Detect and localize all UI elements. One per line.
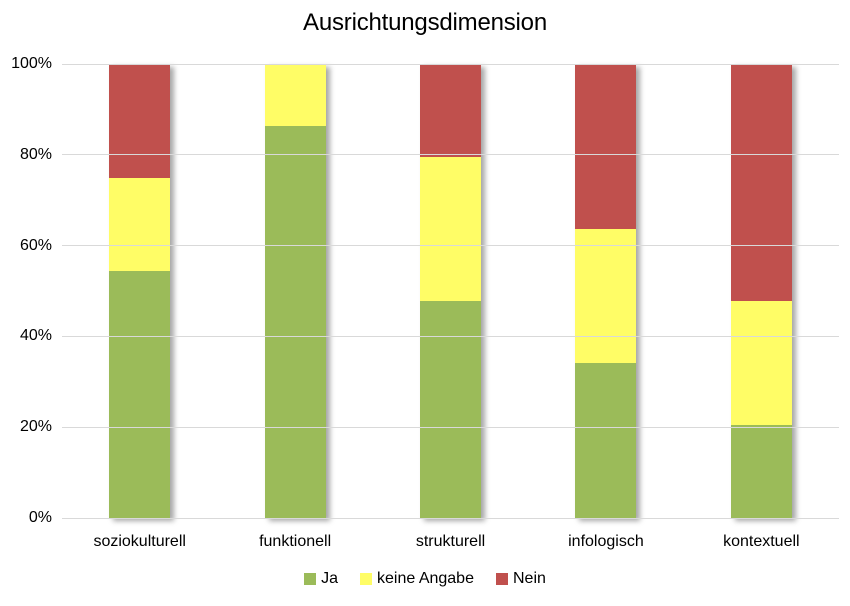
- legend-item-ja: Ja: [304, 570, 338, 588]
- bar-segment-strukturell-ja: [420, 301, 482, 518]
- grid-line-0: [62, 517, 839, 519]
- bar-segment-soziokulturell-keine-angabe: [109, 177, 171, 271]
- bar-column-infologisch: [528, 64, 683, 518]
- bar-segment-infologisch-keine-angabe: [575, 229, 637, 364]
- legend-label: Ja: [321, 570, 338, 587]
- chart-title: Ausrichtungsdimension: [303, 9, 547, 36]
- bar-segment-infologisch-nein: [575, 64, 637, 230]
- y-tick-label-20: 20%: [19, 418, 52, 436]
- bar-segment-funktionell-keine-angabe: [264, 64, 326, 126]
- bar-strukturell: [420, 64, 482, 518]
- legend-label: Nein: [512, 570, 546, 587]
- legend: Ja keine Angabe Nein: [0, 567, 850, 591]
- x-label-strukturell: strukturell: [415, 533, 486, 550]
- legend-swatch-keine-angabe: [360, 573, 372, 585]
- grid-line-40: [62, 335, 839, 337]
- bar-funktionell: [264, 64, 326, 518]
- plot-area: [62, 63, 839, 519]
- bar-column-kontextuell: [684, 64, 839, 518]
- grid-line-80: [62, 154, 839, 156]
- x-label-soziokulturell: soziokulturell: [93, 533, 186, 550]
- bar-column-strukturell: [373, 64, 528, 518]
- bar-segment-kontextuell-ja: [730, 424, 792, 518]
- bar-segment-infologisch-ja: [575, 363, 637, 518]
- bar-kontextuell: [730, 64, 792, 518]
- grid-line-100: [62, 63, 839, 65]
- legend-swatch-ja: [304, 573, 317, 585]
- y-tick-label-100: 100%: [11, 55, 52, 72]
- legend-item-keine-angabe: keine Angabe: [360, 570, 474, 588]
- bar-segment-strukturell-nein: [420, 64, 482, 158]
- legend-label: keine Angabe: [377, 570, 474, 587]
- bar-segment-soziokulturell-nein: [109, 64, 171, 178]
- grid-line-20: [62, 426, 839, 428]
- y-tick-label-0: 0%: [28, 509, 52, 526]
- legend-item-nein: Nein: [495, 570, 546, 588]
- y-tick-label-80: 80%: [19, 145, 52, 163]
- legend-swatch-nein: [495, 573, 508, 585]
- bar-column-soziokulturell: [62, 64, 217, 518]
- bar-segment-strukturell-keine-angabe: [420, 157, 482, 302]
- bar-segment-soziokulturell-ja: [109, 270, 171, 518]
- x-label-infologisch: infologisch: [568, 533, 644, 550]
- bar-infologisch: [575, 64, 637, 518]
- x-label-kontextuell: kontextuell: [723, 533, 800, 550]
- bar-segment-kontextuell-keine-angabe: [730, 301, 792, 425]
- bar-segment-kontextuell-nein: [730, 64, 792, 301]
- grid-line-60: [62, 245, 839, 247]
- y-tick-label-40: 40%: [19, 327, 52, 345]
- y-tick-label-60: 60%: [19, 236, 52, 254]
- x-label-funktionell: funktionell: [259, 533, 332, 550]
- bar-column-funktionell: [217, 64, 372, 518]
- x-axis: soziokulturell funktionell strukturell info…: [62, 530, 839, 554]
- bar-segment-funktionell-ja: [264, 125, 326, 518]
- bar-group: [62, 64, 839, 518]
- y-axis: 0% 20% 40% 60% 80% 100%: [0, 55, 52, 526]
- bar-soziokulturell: [109, 64, 171, 518]
